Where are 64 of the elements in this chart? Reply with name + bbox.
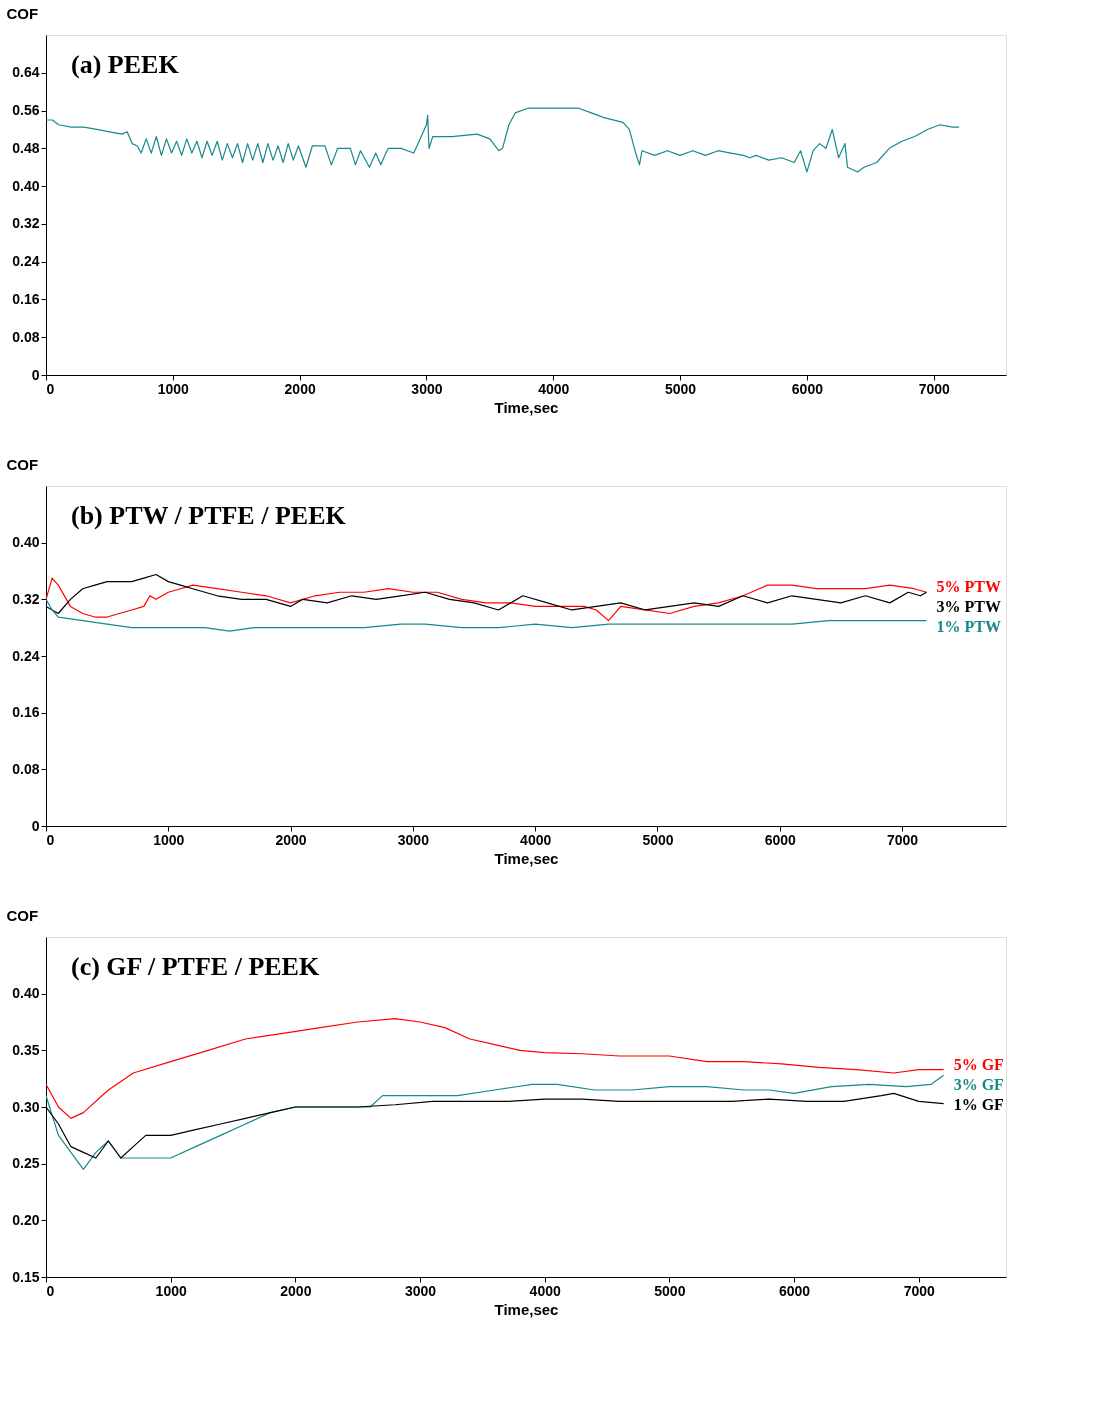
y-tick-label: 0.64 [12, 64, 40, 81]
x-tick-label: 4000 [529, 1282, 561, 1299]
x-tick-label: 2000 [275, 831, 307, 848]
y-tick-label: 0.16 [12, 704, 40, 721]
x-tick-label: 5000 [665, 380, 697, 397]
x-tick-label: 2000 [280, 1282, 312, 1299]
x-tick-label: 0 [46, 380, 55, 397]
y-tick-label: 0.24 [12, 647, 40, 664]
x-axis-title: Time,sec [494, 398, 559, 416]
x-tick-label: 4000 [520, 831, 552, 848]
series-label: 5% GF [953, 1055, 1005, 1073]
series-label: 3% PTW [936, 598, 1001, 616]
x-tick-label: 6000 [778, 1282, 811, 1299]
text: (b) PTW / PTFE / PEEK [71, 501, 347, 530]
y-tick-label: 0 [31, 817, 40, 834]
x-tick-label: 3000 [411, 380, 443, 397]
x-tick-label: 7000 [886, 831, 919, 848]
line-series [46, 107, 960, 173]
y-tick-label: 0.48 [12, 139, 40, 156]
x-tick-label: 3000 [397, 831, 430, 848]
y-tick-label: 0.32 [12, 215, 40, 232]
line-series [46, 598, 928, 632]
y-tick-label: 0 [31, 366, 40, 383]
y-tick-label: 0.08 [12, 760, 40, 777]
y-tick-label: 0.40 [12, 985, 40, 1002]
y-tick-label: 0.56 [12, 102, 40, 119]
y-tick-label: 0.16 [12, 290, 40, 307]
y-tick-label: 0.40 [12, 177, 40, 194]
y-tick-label: 0.20 [12, 1211, 40, 1228]
y-axis-title: COF [6, 906, 39, 924]
y-axis-title: COF [6, 4, 39, 22]
series-label: 1% PTW [936, 618, 1001, 636]
x-tick-label: 7000 [918, 380, 950, 397]
x-tick-label: 6000 [791, 380, 824, 397]
x-tick-label: 3000 [404, 1282, 437, 1299]
x-tick-label: 1000 [153, 831, 185, 848]
y-tick-label: 0.15 [12, 1268, 40, 1285]
x-tick-label: 1000 [157, 380, 190, 397]
x-tick-label: 1000 [155, 1282, 187, 1299]
line-series [46, 1018, 945, 1119]
y-tick-label: 0.40 [12, 534, 40, 551]
x-tick-label: 0 [46, 1282, 55, 1299]
x-tick-label: 5000 [654, 1282, 686, 1299]
y-tick-label: 0.35 [12, 1041, 40, 1058]
x-tick-label: 2000 [284, 380, 316, 397]
series-label: 3% GF [953, 1075, 1005, 1093]
x-tick-label: 5000 [642, 831, 674, 848]
series-label: 1% GF [953, 1095, 1005, 1113]
text: (a) PEEK [71, 50, 180, 79]
x-tick-label: 0 [46, 831, 55, 848]
text: (c) GF / PTFE / PEEK [71, 952, 320, 981]
series-label: 5% PTW [936, 578, 1001, 596]
line-series [46, 577, 928, 622]
x-axis-title: Time,sec [494, 849, 559, 867]
x-axis-title: Time,sec [494, 1300, 559, 1318]
y-tick-label: 0.08 [12, 328, 40, 345]
y-tick-label: 0.30 [12, 1098, 40, 1115]
y-tick-label: 0.32 [12, 590, 40, 607]
x-tick-label: 6000 [764, 831, 797, 848]
x-tick-label: 7000 [903, 1282, 936, 1299]
y-tick-label: 0.24 [12, 253, 40, 270]
y-axis-title: COF [6, 455, 39, 473]
y-tick-label: 0.25 [12, 1155, 40, 1172]
x-tick-label: 4000 [538, 380, 570, 397]
